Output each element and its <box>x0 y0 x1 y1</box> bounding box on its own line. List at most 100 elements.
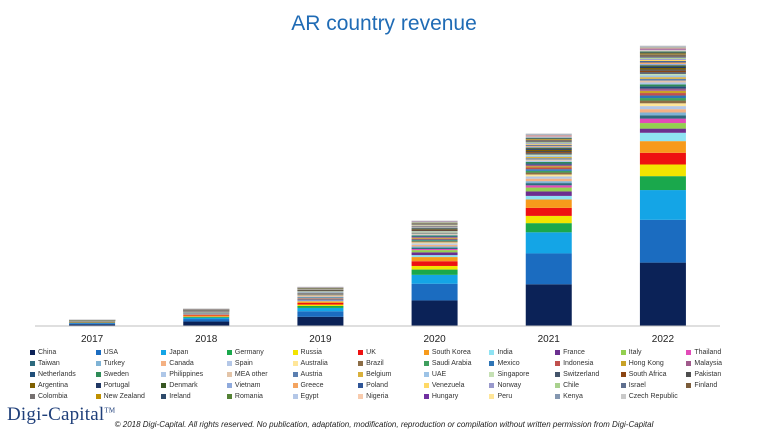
legend-label: Romania <box>234 392 263 400</box>
legend-label: Australia <box>300 359 328 367</box>
legend-item: Taiwan <box>30 358 94 368</box>
legend-item: Russia <box>292 347 357 357</box>
legend-swatch <box>292 349 298 355</box>
legend-label: India <box>497 348 513 356</box>
bar-segment-uk-2018 <box>183 315 230 317</box>
legend-swatch <box>555 382 561 388</box>
legend-label: Czech Republic <box>628 392 678 400</box>
bar-segment-china-2020 <box>411 300 458 326</box>
legend-label: Chile <box>563 381 580 389</box>
bar-segment-south-korea-2021 <box>525 199 572 208</box>
bar-segment-canada-2020 <box>411 244 458 247</box>
legend-item: Vietnam <box>226 380 291 390</box>
bar-segment-mea-other-2022 <box>639 80 686 83</box>
bar-segment-uk-2020 <box>411 261 458 266</box>
legend-label: Hong Kong <box>628 359 664 367</box>
bar-segment-poland-2020 <box>411 226 458 227</box>
legend-item: Egypt <box>292 391 357 401</box>
legend-swatch <box>555 360 561 366</box>
bar-segment-greece-2021 <box>525 145 572 147</box>
bar-segment-uk-2019 <box>297 302 344 305</box>
bar-stacks <box>69 45 686 326</box>
bar-segment-philippines-2022 <box>639 82 686 85</box>
legend-label: Pakistan <box>694 370 722 378</box>
bar-segment-romania-2022 <box>639 51 686 53</box>
bar-segment-poland-2022 <box>639 61 686 63</box>
bar-segment-spain-2022 <box>639 106 686 110</box>
legend-item: Portugal <box>95 380 160 390</box>
legend-swatch <box>686 349 692 355</box>
bar-segment-kenya-2022 <box>639 46 686 48</box>
bar-segment-thailand-2022 <box>639 118 686 124</box>
bar-segment-ireland-2022 <box>639 52 686 54</box>
bar-segment-taiwan-2022 <box>639 115 686 119</box>
bar-segment-spain-2020 <box>411 243 458 245</box>
bar-segment-germany-2019 <box>297 305 344 308</box>
bar-segment-france-2020 <box>411 252 458 256</box>
legend-swatch <box>292 382 298 388</box>
legend-swatch <box>358 382 364 388</box>
bar-segment-czech-republic-2021 <box>525 133 572 135</box>
legend-swatch <box>226 360 232 366</box>
legend-swatch <box>30 349 35 355</box>
bar-segment-argentina-2022 <box>639 68 686 70</box>
legend-label: Mexico <box>497 359 520 367</box>
bar-segment-france-2022 <box>639 128 686 133</box>
bar-segment-germany-2021 <box>525 223 572 233</box>
legend-swatch <box>161 382 167 388</box>
legend-label: Austria <box>300 370 323 378</box>
bar-segment-turkey-2021 <box>525 181 572 184</box>
x-tick-label: 2017 <box>81 334 104 345</box>
x-tick-label: 2022 <box>652 334 675 345</box>
bar-segment-russia-2019 <box>297 304 344 306</box>
legend-swatch <box>358 393 364 399</box>
bar-segment-uk-2022 <box>639 152 686 165</box>
bar-segment-taiwan-2021 <box>525 183 572 186</box>
legend-item: Australia <box>292 358 357 368</box>
legend-label: South Korea <box>431 348 471 356</box>
bar-segment-south-korea-2020 <box>411 257 458 262</box>
legend-swatch <box>292 360 298 366</box>
legend-item: Spain <box>226 358 291 368</box>
legend-swatch <box>423 371 429 377</box>
bar-segment-thailand-2021 <box>525 185 572 188</box>
legend-swatch <box>423 393 429 399</box>
legend-swatch <box>555 371 561 377</box>
legend-label: Poland <box>366 381 388 389</box>
bar-segment-canada-2021 <box>525 178 572 182</box>
legend-label: Netherlands <box>38 370 76 378</box>
legend-swatch <box>620 349 626 355</box>
bar-segment-brazil-2021 <box>525 172 572 175</box>
bar-segment-south-africa-2020 <box>411 229 458 231</box>
bar-segment-south-korea-2022 <box>639 141 686 153</box>
bar-segment-denmark-2020 <box>411 227 458 229</box>
bar-segment-norway-2022 <box>639 58 686 60</box>
legend-label: Nigeria <box>366 392 389 400</box>
legend-label: Hungary <box>431 392 459 400</box>
bar-segment-pakistan-2022 <box>639 69 686 71</box>
bar-segment-portugal-2020 <box>411 228 458 229</box>
legend-item: Peru <box>489 391 553 401</box>
bar-segment-sweden-2020 <box>411 235 458 237</box>
bar-segment-usa-2018 <box>183 319 230 322</box>
bar-segment-uae-2021 <box>525 155 572 157</box>
bar-segment-vietnam-2022 <box>639 63 686 66</box>
legend-label: Malaysia <box>694 359 722 367</box>
bar-segment-mexico-2021 <box>525 169 572 171</box>
legend-swatch <box>358 360 364 366</box>
legend-label: Spain <box>234 359 253 367</box>
legend-item: Poland <box>358 380 422 390</box>
x-tick-label: 2020 <box>423 334 446 345</box>
bar-segment-turkey-2022 <box>639 112 686 116</box>
bar-segment-norway-2021 <box>525 143 572 144</box>
bar-segment-netherlands-2021 <box>525 163 572 165</box>
bar-segment-india-2019 <box>297 300 344 302</box>
legend-swatch <box>489 382 495 388</box>
bar-segment-france-2018 <box>183 313 230 315</box>
bar-segment-taiwan-2019 <box>297 297 344 298</box>
bar-segment-singapore-2021 <box>525 154 572 156</box>
bar-segment-brazil-2022 <box>639 100 686 104</box>
legend-item: Netherlands <box>30 369 94 379</box>
legend-swatch <box>620 382 626 388</box>
bar-segment-india-2021 <box>525 195 572 200</box>
